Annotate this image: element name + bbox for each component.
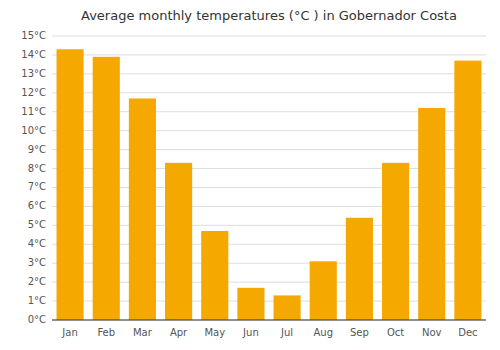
x-tick-label: Jun: [242, 327, 259, 338]
x-tick-label: Aug: [313, 327, 333, 338]
x-tick-label: Oct: [387, 327, 404, 338]
x-tick-label: Apr: [170, 327, 188, 338]
x-tick-label: Nov: [422, 327, 442, 338]
y-tick-label: 1°C: [28, 295, 46, 306]
bar: [201, 231, 228, 320]
bar: [346, 218, 373, 320]
bar: [454, 61, 481, 320]
chart: Average monthly temperatures (°C ) in Go…: [0, 0, 500, 350]
x-axis-line: [52, 320, 486, 321]
y-tick-label: 2°C: [28, 276, 46, 287]
y-tick-label: 11°C: [21, 106, 46, 117]
bar: [274, 295, 301, 320]
y-tick-label: 15°C: [21, 30, 46, 41]
y-tick-label: 6°C: [28, 200, 46, 211]
bar: [165, 163, 192, 320]
x-tick-label: Feb: [97, 327, 115, 338]
y-tick-label: 10°C: [21, 125, 46, 136]
x-tick-labels: Jan Feb Mar Apr May Jun Jul Aug Sep Oct Nov Dec: [61, 327, 477, 338]
bar: [57, 49, 84, 320]
y-tick-label: 4°C: [28, 238, 46, 249]
title: Average monthly temperatures (°C ) in Go…: [81, 8, 457, 23]
y-tick-label: 3°C: [28, 257, 46, 268]
y-tick-label: 0°C: [28, 314, 46, 325]
x-tick-label: Jan: [61, 327, 77, 338]
bar: [382, 163, 409, 320]
y-tick-labels: 0°C 1°C 2°C 3°C 4°C 5°C 6°C 7°C 8°C 9°C 10°C 11°C 12…: [21, 30, 46, 325]
bar: [93, 57, 120, 320]
y-tick-label: 9°C: [28, 144, 46, 155]
y-tick-label: 5°C: [28, 219, 46, 230]
y-tick-label: 13°C: [21, 68, 46, 79]
bars: [57, 49, 482, 320]
y-tick-label: 7°C: [28, 181, 46, 192]
bar: [418, 108, 445, 320]
grid-line: [52, 320, 486, 321]
x-tick-label: May: [204, 327, 225, 338]
x-tick-label: Mar: [133, 327, 153, 338]
x-tick-label: Dec: [458, 327, 477, 338]
y-tick-label: 8°C: [28, 163, 46, 174]
y-grid: [52, 36, 486, 320]
x-tick-label: Jul: [280, 327, 293, 338]
grid-line: [52, 36, 486, 37]
y-tick-label: 14°C: [21, 49, 46, 60]
bar: [129, 98, 156, 320]
y-tick-label: 12°C: [21, 87, 46, 98]
x-tick-label: Sep: [350, 327, 369, 338]
bar: [310, 261, 337, 320]
grid-line: [52, 54, 486, 55]
bar: [237, 288, 264, 320]
